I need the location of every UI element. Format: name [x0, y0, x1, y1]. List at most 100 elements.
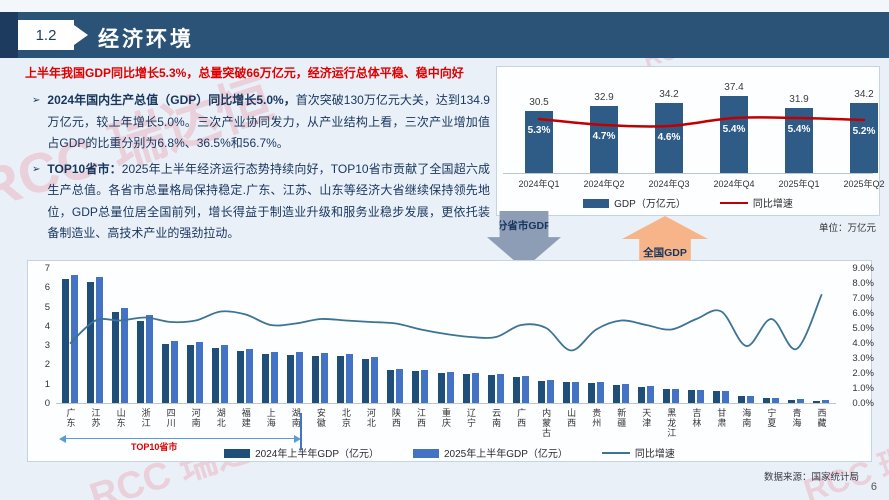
province-gdp-chart: 7 6 5 4 3 2 1 0 9.0% 8.0% 7.0% 6.0% 5.0% 4.0% 3.0% 2.0%…: [27, 260, 874, 462]
left-axis-tick: 6: [44, 282, 50, 294]
quarterly-chart-plot: 30.5 5.3% 2024年Q1 32.9 4.7% 2024年Q2 34.2 4.6% 20…: [497, 67, 884, 215]
x-axis-line: [56, 403, 836, 404]
province-label: 甘肃: [716, 408, 727, 428]
gdp-2025-bar: [796, 399, 804, 403]
province-label: 青海: [791, 408, 802, 428]
gdp-2025-legend-swatch: [413, 449, 439, 458]
province-label: 北京: [340, 408, 351, 428]
gdp-2024-bar: [487, 374, 495, 403]
banner-left-block: [0, 12, 18, 58]
national-gdp-arrow: 全国GDP: [622, 216, 708, 266]
bullet-bold-text: TOP10省市：: [47, 161, 122, 176]
legend-label: 同比增速: [634, 449, 675, 460]
right-axis-tick: 9.0%: [852, 263, 874, 274]
growth-value-label: 5.3%: [527, 125, 551, 136]
gdp-2024-legend-swatch: [224, 449, 251, 458]
province-label: 云南: [491, 408, 502, 428]
gdp-2024-bar: [537, 381, 545, 403]
province-label: 安徽: [315, 408, 326, 428]
gdp-2025-bar: [696, 389, 704, 403]
province-label: 江西: [415, 408, 426, 428]
gdp-2024-bar: [762, 398, 770, 403]
gdp-bar: [720, 95, 748, 173]
bar-value-label: 34.2: [854, 88, 874, 100]
growth-legend-line: [719, 202, 748, 204]
province-label: 山东: [115, 408, 126, 428]
gdp-2024-bar: [262, 354, 270, 403]
gdp-2024-bar: [787, 399, 795, 403]
right-axis-tick: 4.0%: [852, 338, 874, 349]
province-label: 河北: [365, 408, 376, 428]
legend-label: 2024年上半年GDP（亿元）: [255, 449, 379, 460]
province-label: 山西: [566, 408, 577, 428]
page-title: 经济环境: [98, 28, 194, 51]
national-gdp-arrow-label: 全国GDP: [643, 247, 687, 259]
gdp-bar: [785, 107, 813, 173]
gdp-2025-bar: [596, 382, 604, 403]
gdp-2024-bar: [87, 282, 95, 403]
right-axis-tick: 0.0%: [852, 398, 874, 409]
gdp-2025-bar: [821, 400, 829, 403]
gdp-2025-bar: [496, 373, 504, 403]
gdp-bar: [525, 110, 553, 173]
left-axis-tick: 4: [44, 320, 50, 332]
gdp-2024-bar: [512, 376, 520, 403]
gdp-2024-bar: [237, 350, 245, 403]
legend-label: GDP（万亿元）: [614, 199, 686, 210]
province-label: 江苏: [90, 408, 101, 428]
gdp-2024-bar: [162, 344, 170, 403]
gdp-2025-bar: [421, 369, 429, 403]
bar-value-label: 32.9: [594, 91, 614, 103]
gdp-2024-bar: [637, 387, 645, 403]
quarterly-chart-legend: GDP（万亿元） 同比增速: [497, 195, 879, 210]
left-axis-tick: 7: [44, 263, 50, 274]
bullet-item: ➢ 2024年国内生产总值（GDP）同比增长5.0%，首次突破130万亿元大关，…: [32, 90, 490, 155]
gdp-2024-bar: [612, 385, 620, 403]
gdp-2024-bar: [287, 354, 295, 403]
right-axis-tick: 7.0%: [852, 293, 874, 304]
gdp-2024-bar: [412, 370, 420, 403]
province-label: 西藏: [816, 408, 827, 428]
x-axis-line: [503, 173, 873, 174]
province-label: 福建: [240, 408, 251, 428]
bullet-text: 首次突破130万亿元大关，达到134.9万亿元，较上年增长5.0%。三次产业协同…: [47, 93, 490, 150]
gdp-2024-bar: [62, 278, 70, 403]
right-axis-tick: 6.0%: [852, 308, 874, 319]
gdp-2025-bar: [546, 380, 554, 403]
province-label: 辽宁: [466, 408, 477, 428]
gdp-2025-bar: [321, 353, 329, 403]
gdp-2025-bar: [71, 274, 79, 403]
bullet-list: ➢ 2024年国内生产总值（GDP）同比增长5.0%，首次突破130万亿元大关，…: [32, 90, 490, 249]
province-label: 浙江: [140, 408, 151, 428]
top10-label: TOP10省市: [131, 442, 178, 452]
gdp-2024-bar: [687, 390, 695, 403]
province-label: 吉林: [691, 408, 702, 428]
gdp-2025-bar: [571, 381, 579, 403]
x-axis-label: 2025年Q2: [843, 179, 885, 189]
section-number: 1.2: [35, 26, 57, 44]
top10-bracket-right-arrow-icon: [294, 434, 301, 443]
bullet-text: 2025年上半年经济运行态势持续向好，TOP10省市贡献了全国超六成生产总值。各…: [47, 161, 490, 241]
gdp-2024-bar: [712, 391, 720, 403]
gdp-2025-bar: [171, 341, 179, 403]
page-number: 6: [870, 481, 877, 493]
province-label: 广西: [516, 408, 527, 428]
gdp-2024-bar: [312, 355, 320, 403]
legend-item-gdp: GDP（万亿元）: [583, 195, 686, 210]
x-axis-label: 2025年Q1: [778, 179, 820, 189]
header-banner: 1.2 经济环境: [0, 12, 889, 58]
bullet-bold-text: 2024年国内生产总值（GDP）同比增长5.0%，: [47, 93, 296, 107]
gdp-2024-bar: [187, 344, 195, 403]
growth-value-label: 5.2%: [852, 126, 876, 137]
province-gdp-arrow-label: 分省市GDP: [496, 220, 552, 232]
gdp-2024-bar: [812, 400, 820, 403]
gdp-2024-bar: [587, 383, 595, 403]
chevron-bullet-icon: ➢: [32, 163, 41, 175]
growth-value-label: 4.6%: [657, 132, 681, 143]
section-number-tab: 1.2: [18, 20, 74, 50]
gdp-2025-bar: [771, 397, 779, 403]
x-axis-label: 2024年Q1: [518, 179, 560, 189]
legend-item-2024: 2024年上半年GDP（亿元）: [224, 445, 379, 460]
province-label: 新疆: [616, 408, 627, 428]
province-label: 上海: [265, 408, 276, 428]
